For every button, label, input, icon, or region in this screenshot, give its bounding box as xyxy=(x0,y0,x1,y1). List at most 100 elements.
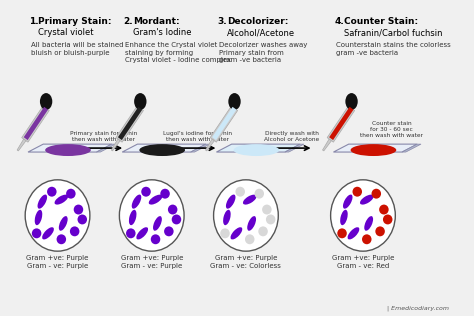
Ellipse shape xyxy=(343,195,353,209)
Circle shape xyxy=(375,226,385,236)
Polygon shape xyxy=(327,106,355,142)
Ellipse shape xyxy=(214,180,278,251)
Ellipse shape xyxy=(132,195,141,209)
Text: Alcohol/Acetone: Alcohol/Acetone xyxy=(227,28,295,37)
Ellipse shape xyxy=(134,93,146,110)
Circle shape xyxy=(362,234,372,244)
Text: Counter Stain:: Counter Stain: xyxy=(344,17,418,26)
Ellipse shape xyxy=(340,210,348,225)
Polygon shape xyxy=(24,107,48,140)
Polygon shape xyxy=(191,144,210,152)
Polygon shape xyxy=(97,144,116,152)
Circle shape xyxy=(372,189,381,199)
Circle shape xyxy=(126,228,136,238)
Polygon shape xyxy=(217,144,300,152)
Circle shape xyxy=(353,187,362,197)
Ellipse shape xyxy=(45,144,91,156)
Ellipse shape xyxy=(153,216,162,231)
Ellipse shape xyxy=(40,93,52,110)
Ellipse shape xyxy=(351,144,396,156)
Ellipse shape xyxy=(226,195,236,209)
Circle shape xyxy=(70,226,80,236)
Circle shape xyxy=(172,215,181,224)
Circle shape xyxy=(141,187,151,197)
Text: Gram +ve: Purple
Gram - ve: Colorless: Gram +ve: Purple Gram - ve: Colorless xyxy=(210,255,282,269)
Ellipse shape xyxy=(25,180,90,251)
Text: Primary Stain:: Primary Stain: xyxy=(38,17,112,26)
Text: Primary stain for 1 min
then wash with water: Primary stain for 1 min then wash with w… xyxy=(70,131,137,142)
Ellipse shape xyxy=(129,210,137,225)
Text: Decolorizer washes away
Primary stain from
gram -ve bacteria: Decolorizer washes away Primary stain fr… xyxy=(219,42,308,63)
Ellipse shape xyxy=(364,216,373,231)
Ellipse shape xyxy=(149,195,162,204)
Circle shape xyxy=(245,234,255,244)
Circle shape xyxy=(78,215,87,224)
Circle shape xyxy=(73,204,83,215)
Circle shape xyxy=(56,234,66,244)
Circle shape xyxy=(262,204,272,215)
Circle shape xyxy=(47,187,56,197)
Ellipse shape xyxy=(228,93,241,110)
Polygon shape xyxy=(116,106,144,142)
Polygon shape xyxy=(322,139,331,151)
Text: Mordant:: Mordant: xyxy=(133,17,179,26)
Circle shape xyxy=(236,187,245,197)
Ellipse shape xyxy=(59,216,68,231)
Ellipse shape xyxy=(139,144,185,156)
Polygon shape xyxy=(329,107,354,140)
Circle shape xyxy=(258,226,268,236)
Circle shape xyxy=(168,204,177,215)
Polygon shape xyxy=(206,139,214,151)
Text: Enhance the Crystal violet
staining by forming
Crystal violet - Iodine complex: Enhance the Crystal violet staining by f… xyxy=(125,42,231,63)
Polygon shape xyxy=(210,106,237,142)
Ellipse shape xyxy=(331,180,395,251)
Text: Gram +ve: Purple
Gram - ve: Red: Gram +ve: Purple Gram - ve: Red xyxy=(332,255,394,269)
Ellipse shape xyxy=(37,195,47,209)
Polygon shape xyxy=(28,144,112,152)
Polygon shape xyxy=(285,144,304,152)
Circle shape xyxy=(266,215,275,224)
Ellipse shape xyxy=(230,227,242,240)
Text: Lugol's iodine for 1 min
then wash with water: Lugol's iodine for 1 min then wash with … xyxy=(164,131,232,142)
Polygon shape xyxy=(111,139,120,151)
Ellipse shape xyxy=(347,227,359,240)
Circle shape xyxy=(66,189,76,199)
Circle shape xyxy=(164,226,173,236)
Ellipse shape xyxy=(234,144,279,156)
Circle shape xyxy=(379,204,389,215)
Polygon shape xyxy=(402,144,421,152)
Ellipse shape xyxy=(55,195,68,204)
Text: Decolorizer:: Decolorizer: xyxy=(227,17,288,26)
Text: Counterstain stains the colorless
gram -ve bacteria: Counterstain stains the colorless gram -… xyxy=(337,42,451,56)
Circle shape xyxy=(255,189,264,199)
Circle shape xyxy=(383,215,392,224)
Ellipse shape xyxy=(35,210,42,225)
Text: Directly wash with
Alcohol or Acetone: Directly wash with Alcohol or Acetone xyxy=(264,131,319,142)
Text: All bacteria will be stained
bluish or bluish-purple: All bacteria will be stained bluish or b… xyxy=(31,42,123,56)
Circle shape xyxy=(337,228,347,238)
Text: 4.: 4. xyxy=(335,17,344,26)
Text: Gram +ve: Purple
Gram - ve: Purple: Gram +ve: Purple Gram - ve: Purple xyxy=(120,255,183,269)
Polygon shape xyxy=(122,144,206,152)
Text: 2.: 2. xyxy=(123,17,133,26)
Ellipse shape xyxy=(223,210,231,225)
Text: 1.: 1. xyxy=(29,17,38,26)
Text: | Emedicodiary.com: | Emedicodiary.com xyxy=(387,305,448,311)
Polygon shape xyxy=(334,144,417,152)
Polygon shape xyxy=(118,107,142,140)
Ellipse shape xyxy=(42,227,54,240)
Circle shape xyxy=(32,228,41,238)
Polygon shape xyxy=(22,106,49,142)
Text: 3.: 3. xyxy=(218,17,227,26)
Polygon shape xyxy=(17,139,26,151)
Circle shape xyxy=(151,234,160,244)
Ellipse shape xyxy=(247,216,256,231)
Ellipse shape xyxy=(346,93,358,110)
Ellipse shape xyxy=(243,195,256,204)
Circle shape xyxy=(220,228,230,238)
Text: Safranin/Carbol fuchsin: Safranin/Carbol fuchsin xyxy=(344,28,442,37)
Text: Crystal violet: Crystal violet xyxy=(38,28,94,37)
Text: Gram's Iodine: Gram's Iodine xyxy=(133,28,191,37)
Text: Counter stain
for 30 - 60 sec
then wash with water: Counter stain for 30 - 60 sec then wash … xyxy=(360,121,423,138)
Ellipse shape xyxy=(360,195,374,204)
